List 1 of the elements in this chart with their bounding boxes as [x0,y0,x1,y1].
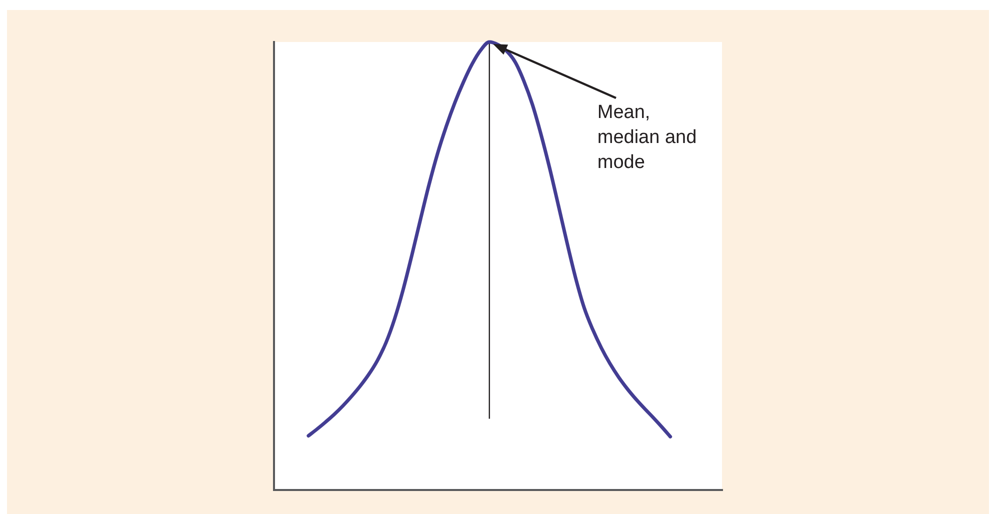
annotation: Mean, median and mode [597,101,698,175]
